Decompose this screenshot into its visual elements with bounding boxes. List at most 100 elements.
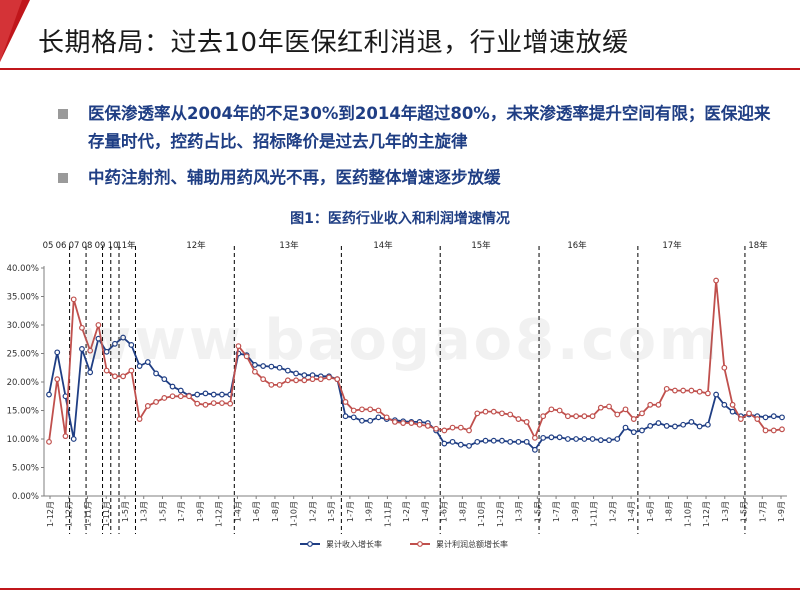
- series-2-point: [62, 433, 69, 440]
- series-2-point: [87, 347, 94, 354]
- title-divider: [0, 68, 800, 70]
- series-2-point: [424, 422, 431, 429]
- series-2-point: [680, 387, 687, 394]
- series-1-point: [202, 390, 209, 397]
- bullet-text-1: 医保渗透率从2004年的不足30%到2014年超过80%，未来渗透率提升空间有限…: [88, 104, 771, 151]
- series-2-point: [243, 353, 250, 360]
- series-2-point: [284, 377, 291, 384]
- series-1-point: [144, 359, 151, 365]
- x-tick-label: 1-4月: [627, 501, 636, 522]
- chart-title: 图1：医药行业收入和利润增速情况: [290, 211, 510, 227]
- series-1-point: [630, 429, 637, 436]
- watermark: www.baogao8.com: [79, 308, 721, 373]
- series-2-point: [375, 407, 382, 414]
- x-tick-label: 1-9月: [777, 501, 786, 522]
- year-label: 08: [82, 241, 93, 251]
- series-1-point: [589, 436, 596, 442]
- series-2-point: [482, 408, 489, 415]
- x-tick-label: 1-12月: [496, 501, 505, 527]
- series-2-point: [128, 367, 135, 374]
- series-2-point: [614, 411, 621, 418]
- series-1-point: [597, 437, 604, 444]
- series-2-point: [696, 388, 703, 395]
- series-2-point: [630, 416, 637, 422]
- series-1-point: [762, 414, 769, 421]
- series-2-point: [457, 424, 464, 431]
- x-tick-label: 1-11月: [383, 501, 392, 527]
- series-1-point: [523, 438, 530, 445]
- y-tick-label: 40.00%: [7, 264, 39, 274]
- x-tick-label: 1-5月: [158, 501, 167, 522]
- series-1-point: [606, 437, 612, 444]
- series-1-point: [548, 434, 555, 441]
- series-1-point: [704, 421, 711, 428]
- series-1-point: [70, 436, 77, 442]
- series-1-point: [111, 340, 118, 347]
- year-label: 15年: [471, 240, 491, 251]
- series-1-point: [350, 414, 357, 421]
- series-1-point: [260, 363, 267, 369]
- series-1-point: [614, 436, 621, 442]
- series-2-point: [433, 425, 439, 432]
- series-2-point: [46, 438, 52, 445]
- series-2-point: [704, 390, 711, 397]
- series-2-point: [540, 413, 547, 420]
- series-2-point: [326, 374, 332, 381]
- series-2-point: [441, 427, 448, 434]
- series-2-point: [688, 387, 695, 394]
- x-tick-label: 1-7月: [552, 501, 561, 522]
- series-1-point: [177, 387, 184, 394]
- series-1-point: [169, 383, 176, 390]
- series-1-point: [375, 414, 382, 421]
- series-1-point: [482, 437, 489, 444]
- year-label: 13年: [279, 240, 299, 251]
- series-2-point: [309, 376, 316, 383]
- x-tick-label: 1-7月: [346, 501, 355, 522]
- y-tick-label: 25.00%: [7, 350, 39, 360]
- x-tick-label: 1-11月: [590, 501, 599, 527]
- series-2-point: [746, 410, 752, 417]
- x-tick-label: 1-10月: [290, 501, 299, 527]
- year-label: 07: [69, 241, 80, 251]
- series-1-point: [779, 414, 785, 421]
- x-tick-label: 1-10月: [683, 501, 692, 527]
- series-2-point: [713, 277, 720, 284]
- x-tick-label: 1-8月: [271, 501, 280, 522]
- series-2-point: [260, 376, 267, 383]
- series-2-point: [515, 416, 522, 422]
- series-1-point: [103, 348, 110, 355]
- corner-decoration-overlay: [0, 0, 22, 62]
- year-label: 09: [95, 241, 106, 251]
- series-2-point: [499, 410, 505, 417]
- x-tick-label: 1-6月: [646, 501, 655, 522]
- year-label: 10: [108, 241, 119, 251]
- line-chart: 0.00% 5.00% 10.00% 15.00% 20.00% 25.00% 30.00%…: [7, 240, 787, 549]
- series-2-point: [548, 406, 555, 413]
- series-1-point: [581, 436, 588, 442]
- series-2-point: [186, 393, 192, 400]
- x-tick-label: 1-12月: [215, 501, 224, 527]
- chart-container: 0.00% 5.00% 10.00% 15.00% 20.00% 25.00% 30.00%…: [0, 234, 800, 564]
- series-1-point: [120, 334, 127, 341]
- series-2-point: [70, 296, 77, 303]
- series-2-point: [606, 403, 612, 410]
- x-tick-label: 1-8月: [665, 501, 674, 522]
- series-1-point: [441, 440, 448, 447]
- series-2-point: [219, 400, 225, 406]
- series-1-point: [136, 363, 143, 369]
- series-1-point: [770, 413, 777, 420]
- y-tick-label: 5.00%: [12, 464, 39, 474]
- series-2-point: [672, 387, 678, 394]
- series-1-point: [161, 376, 168, 383]
- series-2-point: [721, 364, 728, 371]
- series-1-point: [515, 438, 522, 445]
- x-tick-label: 1-3月: [721, 501, 730, 522]
- legend-label-2: 累计利润总额增长率: [436, 539, 508, 549]
- series-1-point: [359, 417, 365, 424]
- x-tick-label: 1-2月: [608, 501, 617, 522]
- x-tick-label: 1-5月: [121, 501, 130, 522]
- footer-divider: [0, 588, 800, 590]
- series-1-point: [194, 391, 201, 398]
- x-tick-label: 1-4月: [233, 501, 242, 522]
- series-2-point: [153, 399, 159, 405]
